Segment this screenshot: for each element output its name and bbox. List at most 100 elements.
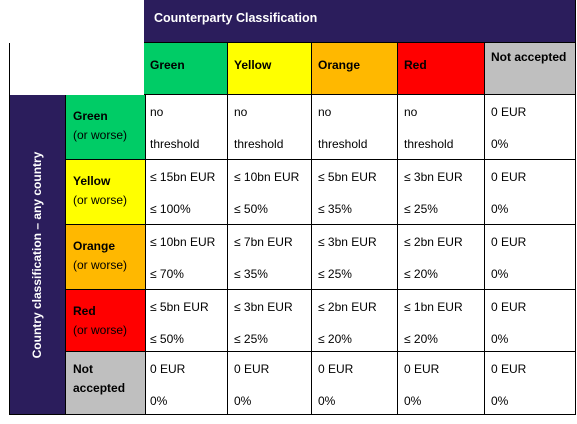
- data-cell: no threshold: [228, 95, 312, 160]
- cell-amount: ≤ 2bn EUR: [318, 300, 377, 314]
- data-cell: ≤ 3bn EUR ≤ 25%: [312, 225, 398, 290]
- column-header-0: Green: [144, 43, 228, 95]
- data-cell: no threshold: [398, 95, 485, 160]
- row-header-label: Orange: [73, 239, 116, 253]
- cell-amount: ≤ 5bn EUR: [318, 170, 377, 184]
- row-header-4: Not accepted: [66, 352, 146, 415]
- cell-amount: no: [234, 105, 248, 119]
- data-cell: 0 EUR 0%: [485, 95, 576, 160]
- row-header-label: Not accepted: [73, 362, 126, 395]
- cell-amount: 0 EUR: [234, 362, 270, 376]
- cell-percent: 0%: [491, 202, 509, 216]
- cell-percent: ≤ 50%: [150, 332, 184, 346]
- data-cell: no threshold: [312, 95, 398, 160]
- country-header: Country classification – any country: [9, 95, 66, 415]
- cell-amount: 0 EUR: [491, 300, 527, 314]
- cell-amount: 0 EUR: [491, 235, 527, 249]
- data-cell: no threshold: [144, 95, 228, 160]
- row-header-2: Orange (or worse): [66, 225, 146, 290]
- cell-amount: no: [150, 105, 164, 119]
- row-header-label: Green: [73, 109, 108, 123]
- cell-percent: ≤ 100%: [150, 202, 191, 216]
- cell-amount: 0 EUR: [491, 105, 527, 119]
- row-header-sub: (or worse): [73, 258, 128, 272]
- row-header-sub: (or worse): [73, 323, 128, 337]
- cell-amount: ≤ 10bn EUR: [234, 170, 300, 184]
- cell-amount: no: [318, 105, 332, 119]
- data-cell: ≤ 3bn EUR ≤ 25%: [398, 160, 485, 225]
- counterparty-header: Counterparty Classification: [144, 0, 576, 43]
- cell-percent: 0%: [318, 394, 336, 408]
- data-cell: ≤ 10bn EUR ≤ 50%: [228, 160, 312, 225]
- cell-amount: ≤ 3bn EUR: [234, 300, 293, 314]
- cell-amount: no: [404, 105, 418, 119]
- cell-amount: 0 EUR: [150, 362, 186, 376]
- cell-percent: ≤ 20%: [404, 267, 438, 281]
- column-header-label: Red: [404, 58, 427, 72]
- data-cell: ≤ 7bn EUR ≤ 35%: [228, 225, 312, 290]
- data-cell: ≤ 2bn EUR ≤ 20%: [312, 290, 398, 352]
- cell-amount: 0 EUR: [491, 362, 527, 376]
- column-header-3: Red: [398, 43, 485, 95]
- cell-percent: ≤ 35%: [318, 202, 352, 216]
- cell-percent: ≤ 25%: [234, 332, 268, 346]
- data-cell: 0 EUR 0%: [485, 160, 576, 225]
- row-header-3: Red (or worse): [66, 290, 146, 352]
- data-cell: 0 EUR 0%: [485, 225, 576, 290]
- data-cell: ≤ 15bn EUR ≤ 100%: [144, 160, 228, 225]
- cell-percent: 0%: [491, 137, 509, 151]
- row-header-sub: (or worse): [73, 128, 128, 142]
- cell-percent: threshold: [404, 137, 454, 151]
- cell-amount: ≤ 3bn EUR: [318, 235, 377, 249]
- cell-percent: 0%: [491, 332, 509, 346]
- data-cell: ≤ 10bn EUR ≤ 70%: [144, 225, 228, 290]
- row-header-label: Red: [73, 304, 96, 318]
- country-header-label: Country classification – any country: [30, 151, 44, 358]
- cell-amount: ≤ 5bn EUR: [150, 300, 209, 314]
- cell-percent: ≤ 25%: [404, 202, 438, 216]
- data-cell: 0 EUR 0%: [485, 290, 576, 352]
- cell-percent: ≤ 70%: [150, 267, 184, 281]
- data-cell: 0 EUR 0%: [485, 352, 576, 415]
- cell-amount: ≤ 3bn EUR: [404, 170, 463, 184]
- cell-amount: 0 EUR: [318, 362, 354, 376]
- data-cell: 0 EUR 0%: [228, 352, 312, 415]
- column-header-label: Yellow: [234, 58, 272, 72]
- column-header-label: Orange: [318, 58, 361, 72]
- data-cell: ≤ 5bn EUR ≤ 50%: [144, 290, 228, 352]
- cell-percent: threshold: [318, 137, 368, 151]
- row-header-1: Yellow (or worse): [66, 160, 146, 225]
- data-cell: ≤ 5bn EUR ≤ 35%: [312, 160, 398, 225]
- cell-amount: ≤ 10bn EUR: [150, 235, 216, 249]
- cell-percent: ≤ 50%: [234, 202, 268, 216]
- column-header-4: Not accepted: [485, 43, 576, 95]
- cell-percent: 0%: [234, 394, 252, 408]
- row-header-label: Yellow: [73, 174, 111, 188]
- cell-amount: ≤ 1bn EUR: [404, 300, 463, 314]
- column-header-label: Green: [150, 58, 185, 72]
- cell-percent: threshold: [234, 137, 284, 151]
- column-header-label: Not accepted: [491, 50, 567, 64]
- data-cell: 0 EUR 0%: [398, 352, 485, 415]
- cell-amount: ≤ 2bn EUR: [404, 235, 463, 249]
- cell-percent: ≤ 20%: [318, 332, 352, 346]
- cell-amount: ≤ 7bn EUR: [234, 235, 293, 249]
- column-header-1: Yellow: [228, 43, 312, 95]
- cell-percent: ≤ 20%: [404, 332, 438, 346]
- cell-percent: threshold: [150, 137, 200, 151]
- cell-amount: 0 EUR: [404, 362, 440, 376]
- column-header-2: Orange: [312, 43, 398, 95]
- cell-percent: ≤ 25%: [318, 267, 352, 281]
- cell-percent: 0%: [404, 394, 422, 408]
- data-cell: ≤ 1bn EUR ≤ 20%: [398, 290, 485, 352]
- cell-amount: 0 EUR: [491, 170, 527, 184]
- counterparty-header-label: Counterparty Classification: [154, 11, 318, 25]
- data-cell: 0 EUR 0%: [312, 352, 398, 415]
- cell-percent: 0%: [150, 394, 168, 408]
- cell-percent: 0%: [491, 267, 509, 281]
- cell-percent: ≤ 35%: [234, 267, 268, 281]
- data-cell: 0 EUR 0%: [144, 352, 228, 415]
- data-cell: ≤ 3bn EUR ≤ 25%: [228, 290, 312, 352]
- row-header-0: Green (or worse): [66, 95, 146, 160]
- cell-percent: 0%: [491, 394, 509, 408]
